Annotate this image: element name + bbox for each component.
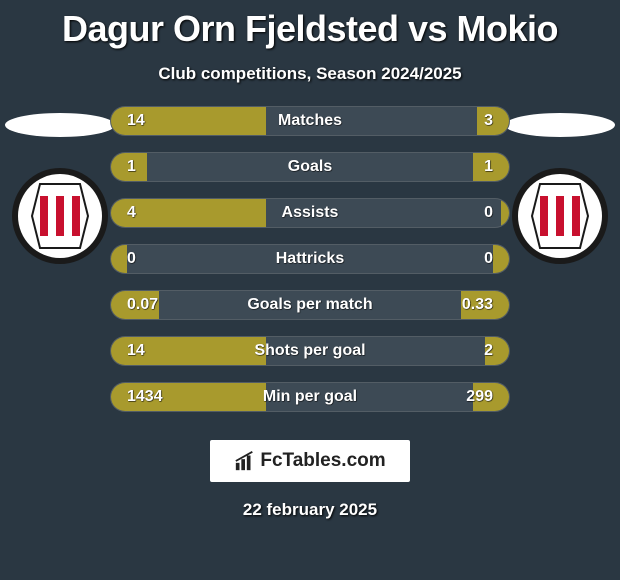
stat-value-left: 1 (111, 158, 191, 176)
stat-label: Goals per match (191, 296, 429, 314)
stat-label: Assists (191, 204, 429, 222)
stat-value-left: 0 (111, 250, 191, 268)
content-area: 14Matches31Goals14Assists00Hattricks00.0… (0, 106, 620, 412)
player-silhouette-left (0, 106, 120, 144)
stat-row: 1Goals1 (110, 152, 510, 182)
chart-icon (234, 450, 256, 472)
stat-value-right: 0.33 (429, 296, 509, 314)
club-badge-left (10, 166, 110, 266)
stat-label: Matches (191, 112, 429, 130)
stat-row: 1434Min per goal299 (110, 382, 510, 412)
footer-brand-logo: FcTables.com (210, 440, 410, 482)
stat-value-right: 0 (429, 204, 509, 222)
stat-rows: 14Matches31Goals14Assists00Hattricks00.0… (110, 106, 510, 412)
page-title: Dagur Orn Fjeldsted vs Mokio (0, 0, 620, 50)
stat-value-right: 299 (429, 388, 509, 406)
club-badge-right (510, 166, 610, 266)
footer-brand-text: FcTables.com (260, 450, 385, 472)
stat-row: 14Shots per goal2 (110, 336, 510, 366)
stat-label: Goals (191, 158, 429, 176)
stat-value-right: 1 (429, 158, 509, 176)
stat-value-left: 14 (111, 342, 191, 360)
stat-row: 0.07Goals per match0.33 (110, 290, 510, 320)
player-silhouette-right (500, 106, 620, 144)
stat-label: Shots per goal (191, 342, 429, 360)
stat-value-left: 1434 (111, 388, 191, 406)
stat-value-left: 0.07 (111, 296, 191, 314)
stat-value-right: 3 (429, 112, 509, 130)
stat-row: 0Hattricks0 (110, 244, 510, 274)
stat-value-left: 14 (111, 112, 191, 130)
stat-label: Hattricks (191, 250, 429, 268)
stat-value-right: 2 (429, 342, 509, 360)
stat-row: 4Assists0 (110, 198, 510, 228)
subtitle: Club competitions, Season 2024/2025 (0, 64, 620, 84)
stat-value-right: 0 (429, 250, 509, 268)
stat-value-left: 4 (111, 204, 191, 222)
stat-row: 14Matches3 (110, 106, 510, 136)
stat-label: Min per goal (191, 388, 429, 406)
date-text: 22 february 2025 (0, 500, 620, 520)
